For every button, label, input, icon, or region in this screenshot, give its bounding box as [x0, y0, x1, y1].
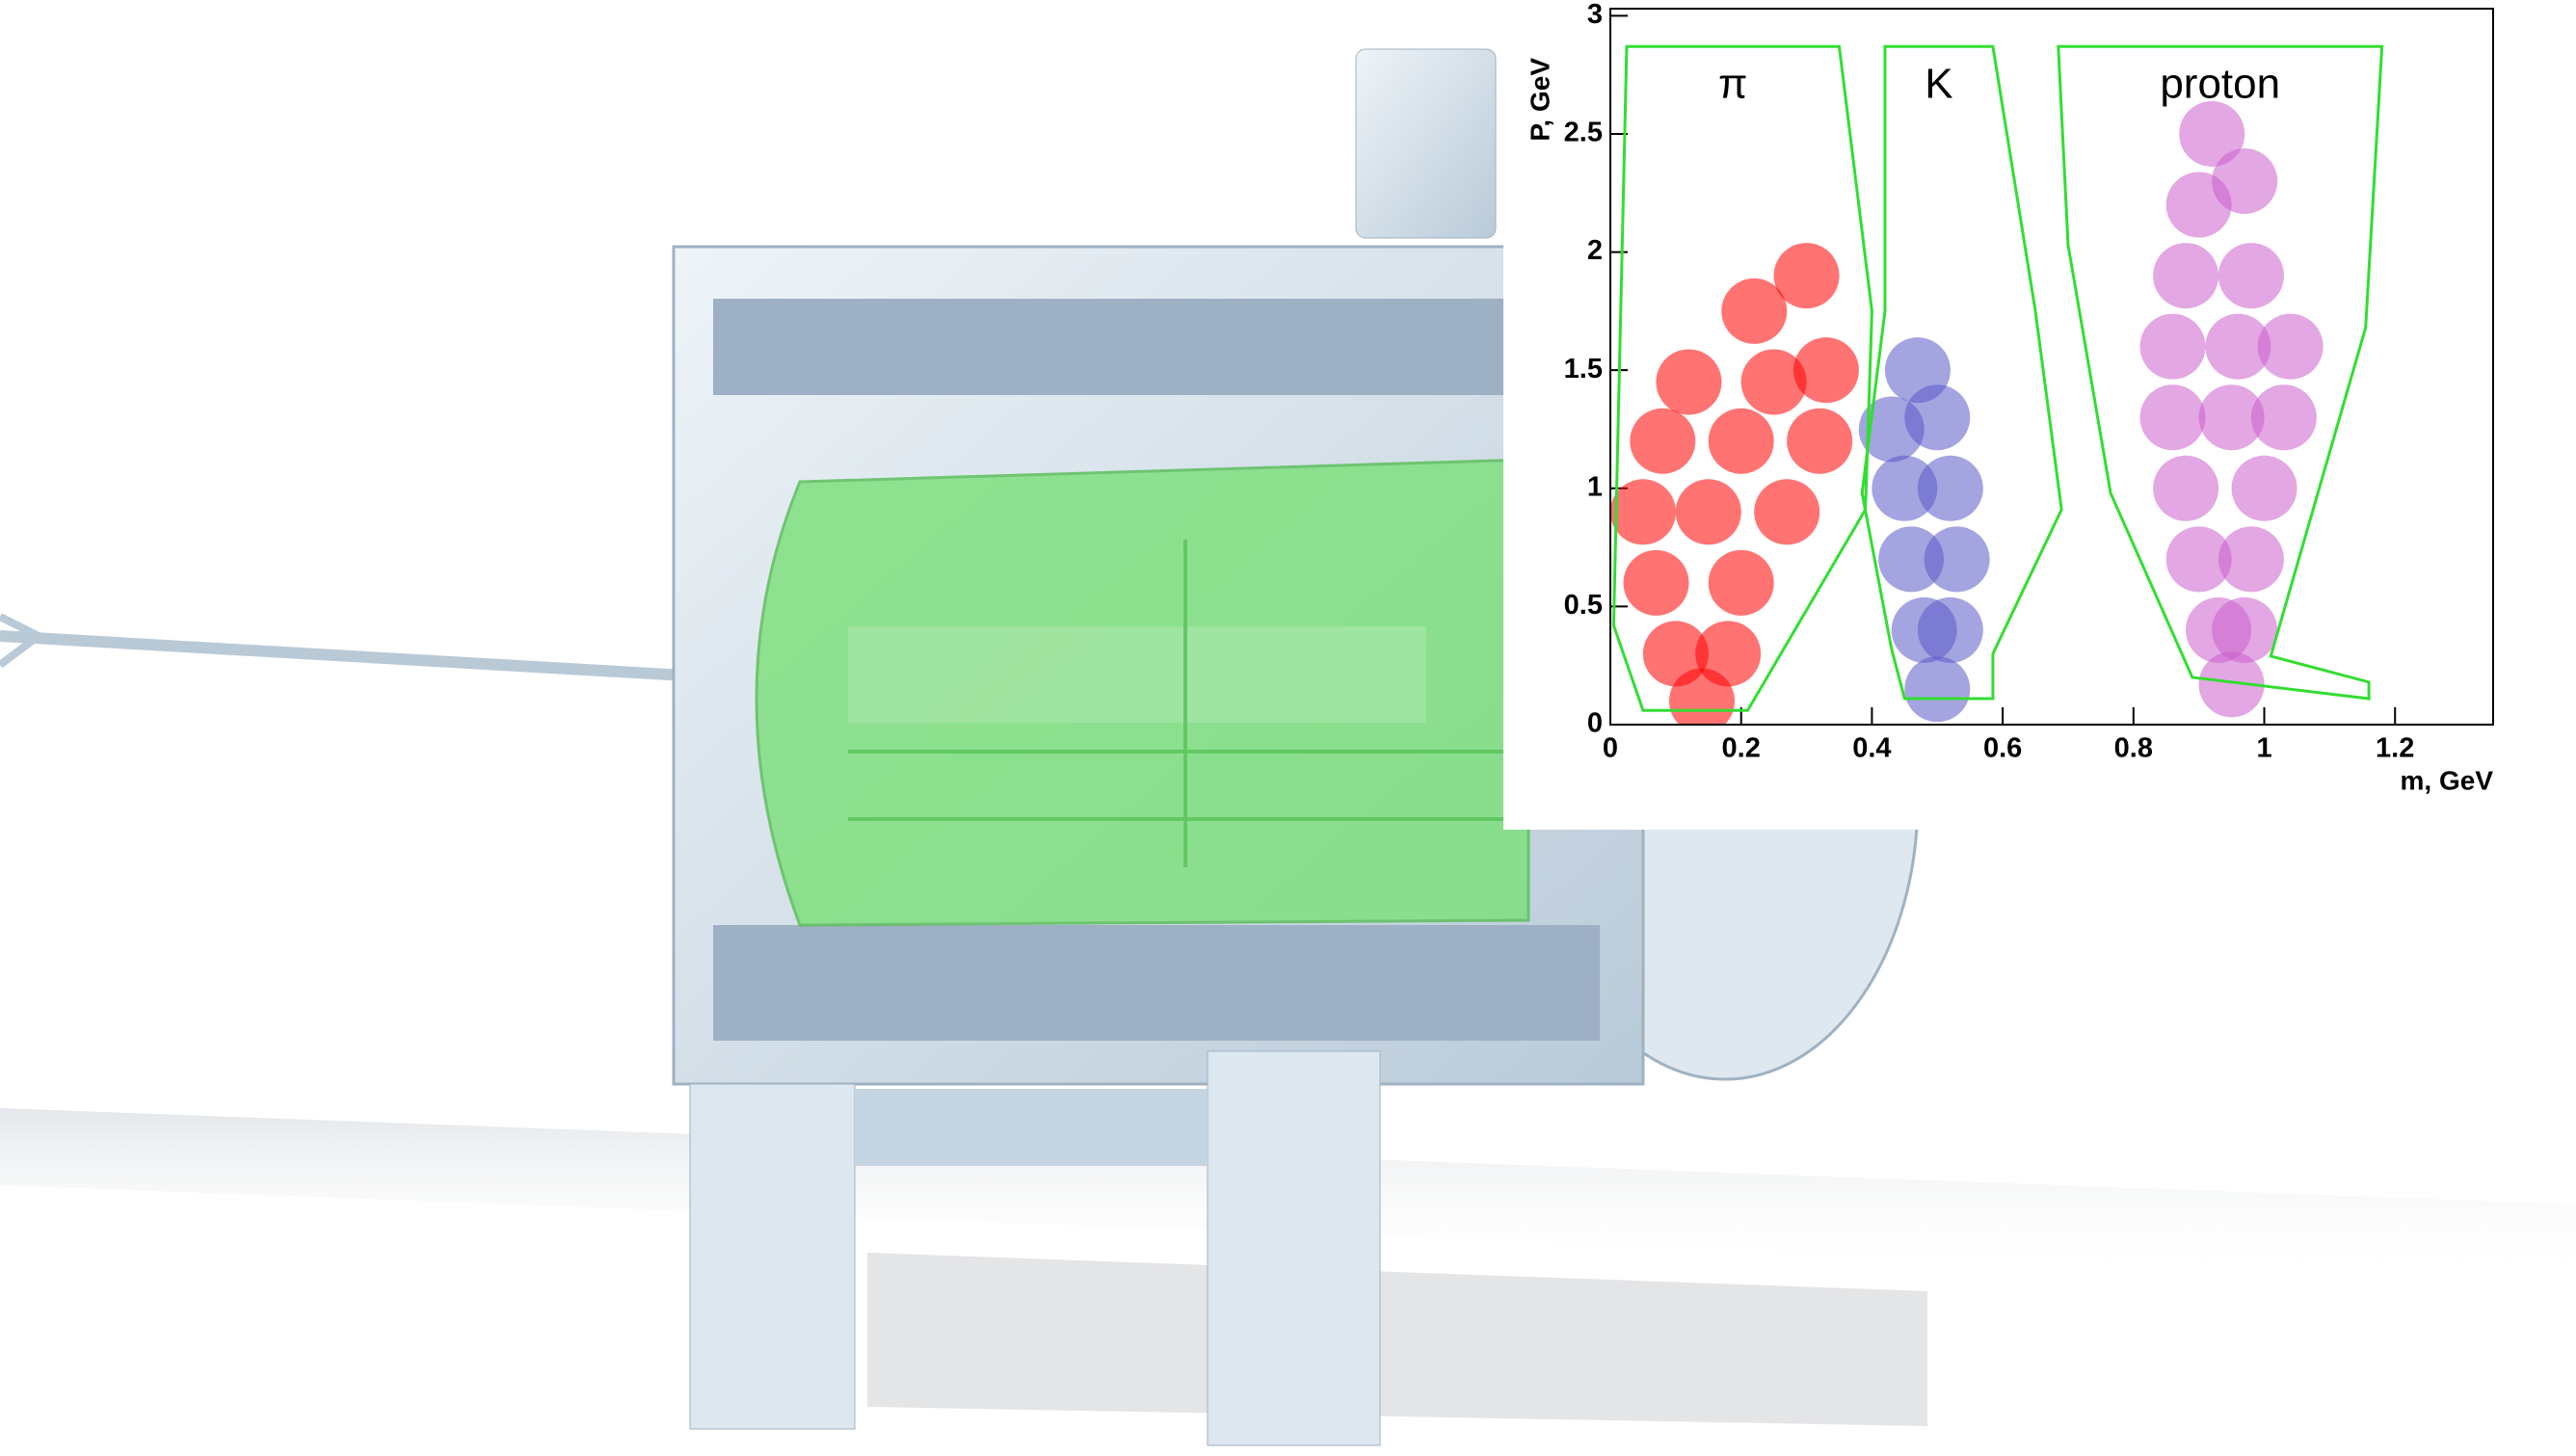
- x-tick-label: 1: [2256, 733, 2271, 764]
- point-cloud: [2218, 243, 2284, 308]
- point-cloud: [2153, 243, 2218, 308]
- region-label: K: [1925, 61, 1952, 108]
- y-tick-label: 0.5: [1564, 590, 1603, 621]
- figure: 0 0.2 0.4 0.6 0.8 1 1.2 0 0.5 1 1.5 2 2.5 3 π Kproton m…: [0, 0, 2576, 1451]
- point-cloud: [1904, 656, 1970, 722]
- point-cloud: [1656, 349, 1721, 414]
- point-cloud: [1925, 526, 1990, 592]
- x-tick-label: 0.4: [1852, 733, 1891, 764]
- point-cloud: [1676, 479, 1741, 544]
- x-tick-label: 0.2: [1722, 733, 1761, 764]
- point-cloud: [1918, 597, 1983, 663]
- point-cloud: [1709, 409, 1774, 474]
- point-cloud: [2140, 384, 2206, 450]
- x-axis-label: m, GeV: [2401, 765, 2494, 795]
- x-tick-label: 1.2: [2376, 733, 2414, 764]
- point-cloud: [1623, 550, 1688, 616]
- point-cloud: [1885, 337, 1951, 403]
- point-cloud: [2258, 314, 2324, 380]
- y-tick-label: 2: [1587, 235, 1603, 266]
- point-cloud: [1754, 479, 1819, 544]
- point-cloud: [1630, 409, 1695, 474]
- point-cloud: [2179, 101, 2244, 167]
- y-tick-label: 1: [1587, 471, 1603, 502]
- y-tick-label: 2.5: [1564, 118, 1603, 148]
- region-label: π: [1718, 61, 1747, 108]
- y-axis-label: P, GeV: [1525, 58, 1554, 142]
- point-cloud: [2140, 314, 2206, 380]
- point-cloud: [1787, 409, 1852, 474]
- point-cloud: [2218, 526, 2284, 592]
- point-cloud: [2212, 597, 2277, 663]
- point-cloud: [2153, 456, 2218, 521]
- point-cloud: [1918, 456, 1983, 521]
- y-tick-label: 3: [1587, 0, 1603, 30]
- x-tick-label: 0.8: [2114, 733, 2153, 764]
- point-cloud: [1774, 243, 1840, 308]
- y-tick-label: 0: [1587, 708, 1603, 739]
- page: 0 0.2 0.4 0.6 0.8 1 1.2 0 0.5 1 1.5 2 2.5 3 π Kproton m…: [0, 0, 2576, 1451]
- region-label: proton: [2160, 61, 2280, 108]
- point-cloud: [1709, 550, 1774, 616]
- x-tick-label: 0.6: [1983, 733, 2022, 764]
- point-cloud: [1610, 479, 1676, 544]
- point-cloud: [1695, 621, 1761, 686]
- y-tick-label: 1.5: [1564, 354, 1603, 384]
- point-cloud: [1793, 337, 1859, 403]
- point-cloud: [2251, 384, 2317, 450]
- x-tick-label: 0: [1603, 733, 1618, 764]
- point-cloud: [2232, 456, 2297, 521]
